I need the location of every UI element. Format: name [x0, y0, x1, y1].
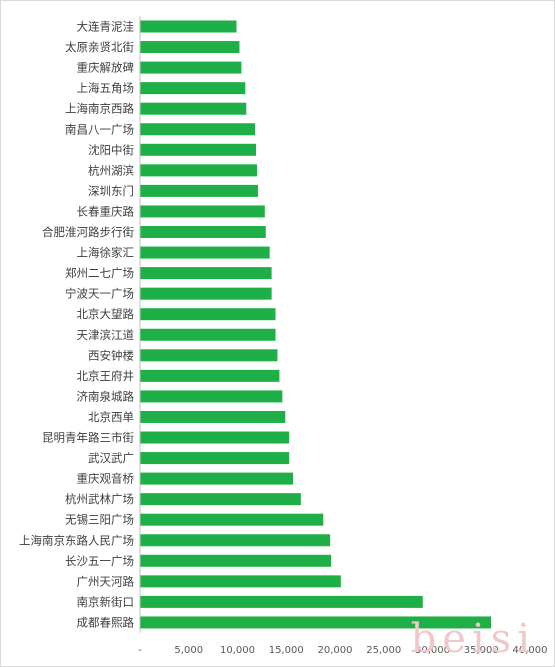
category-label: 重庆解放碑: [77, 61, 135, 75]
category-label: 南昌八一广场: [65, 122, 134, 136]
category-label: 昆明青年路三市街: [42, 431, 134, 445]
bar: [140, 390, 283, 403]
bar: [140, 513, 324, 526]
bar: [140, 575, 341, 588]
bar: [140, 452, 290, 465]
category-label: 杭州武林广场: [65, 492, 134, 506]
x-tick-label: -: [138, 645, 142, 656]
category-label: 无锡三阳广场: [65, 513, 134, 527]
bar: [140, 493, 301, 506]
category-label: 西安钟楼: [88, 348, 134, 362]
bar: [140, 349, 278, 362]
category-label: 南京新街口: [77, 595, 135, 609]
x-tick-label: 20,000: [318, 645, 353, 656]
watermark: beisi: [410, 616, 536, 662]
category-labels: 大连青泥洼太原亲贤北街重庆解放碑上海五角场上海南京西路南昌八一广场沈阳中街杭州湖…: [19, 20, 134, 630]
bar: [140, 534, 331, 547]
category-label: 北京王府井: [77, 369, 135, 383]
category-label: 重庆观音桥: [77, 472, 135, 486]
category-label: 杭州湖滨: [88, 163, 134, 177]
bar: [140, 410, 286, 423]
bar: [140, 431, 290, 444]
bar: [140, 82, 246, 95]
category-label: 宁波天一广场: [65, 287, 134, 301]
category-label: 大连青泥洼: [77, 20, 135, 34]
category-label: 上海五角场: [77, 81, 135, 95]
bar: [140, 41, 240, 54]
category-label: 合肥淮河路步行街: [42, 225, 134, 239]
bar: [140, 226, 266, 238]
x-tick-label: 40,000: [513, 645, 548, 656]
category-label: 北京西单: [88, 410, 134, 424]
x-tick-label: 25,000: [366, 645, 401, 656]
bar: [140, 308, 276, 321]
category-label: 上海南京东路人民广场: [19, 533, 134, 547]
bar: [140, 267, 272, 280]
bar: [140, 616, 491, 629]
bar: [140, 102, 247, 115]
x-tick-label: 30,000: [415, 645, 450, 656]
category-label: 武汉武广: [88, 451, 134, 465]
category-label: 上海南京西路: [65, 102, 134, 116]
bar: [140, 595, 423, 608]
bar: [140, 164, 257, 177]
category-label: 郑州二七广场: [65, 266, 134, 280]
bars-group: [140, 20, 491, 629]
bar: [140, 205, 265, 218]
x-tick-label: 15,000: [269, 645, 304, 656]
bar: [140, 246, 270, 259]
x-tick-label: 10,000: [220, 645, 255, 656]
category-label: 济南泉城路: [77, 389, 135, 403]
bar: [140, 287, 272, 300]
bar: [140, 554, 332, 567]
bar: [140, 20, 237, 33]
category-label: 上海徐家汇: [77, 246, 135, 260]
bar: [140, 61, 242, 74]
category-label: 广州天河路: [77, 574, 135, 588]
category-label: 长沙五一广场: [65, 554, 134, 568]
x-tick-labels: - 5,000 10,000 15,000 20,000 25,000 30,000 35,0…: [138, 645, 547, 656]
bar: [140, 123, 256, 136]
category-label: 太原亲贤北街: [65, 40, 134, 54]
category-label: 北京大望路: [77, 307, 135, 321]
bar: [140, 472, 294, 485]
x-tick-label: 5,000: [174, 645, 203, 656]
category-label: 长春重庆路: [77, 204, 135, 218]
category-label: 沈阳中街: [88, 143, 134, 157]
category-label: 深圳东门: [88, 184, 134, 198]
category-label: 天津滨江道: [77, 328, 135, 342]
bar: [140, 184, 258, 197]
category-label: 成都春熙路: [77, 615, 135, 629]
bar: [140, 143, 257, 156]
x-tick-label: 35,000: [464, 645, 499, 656]
bar: [140, 369, 280, 382]
bar: [140, 328, 276, 341]
